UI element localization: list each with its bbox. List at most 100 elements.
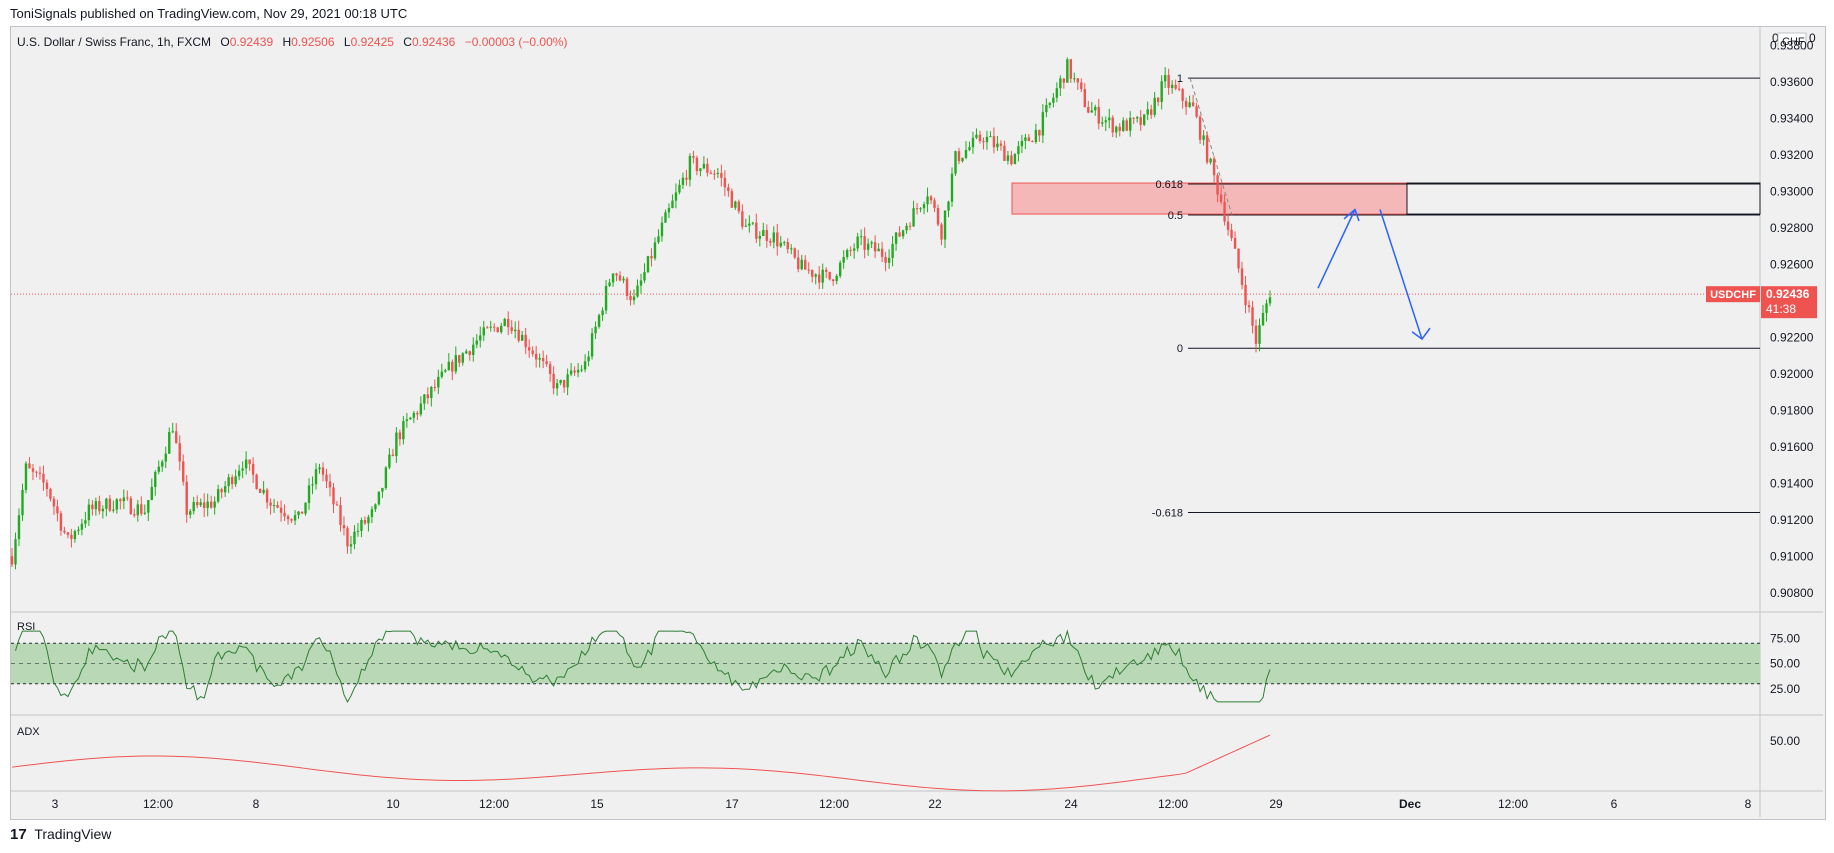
candle-body	[772, 232, 775, 243]
candle-body	[423, 394, 426, 404]
candle-body	[283, 512, 286, 517]
candle-body	[500, 325, 503, 333]
price-axis-ticks: 0.93800 0.93600 0.93400 0.93200 0.93000 0.928…	[1770, 38, 1814, 600]
candle-body	[741, 211, 744, 227]
main-pane[interactable]	[11, 27, 1760, 611]
candle-body	[328, 481, 332, 488]
candle-body	[590, 333, 594, 357]
candle-body	[821, 269, 824, 283]
candle-body	[168, 432, 171, 454]
candle-body	[611, 273, 615, 283]
publisher-text: ToniSignals published on TradingView.com…	[10, 6, 408, 21]
candle-body	[957, 151, 961, 162]
candle-body	[845, 250, 849, 258]
candle-body	[818, 274, 821, 283]
candle-body	[1118, 126, 1121, 131]
rsi-tick-label: 50.00	[1770, 657, 1800, 671]
candle-body	[517, 329, 520, 341]
candle-body	[465, 351, 468, 354]
candle-body	[360, 519, 363, 531]
time-axis-bg[interactable]	[11, 792, 1823, 817]
legend-symbol-desc: U.S. Dollar / Swiss Franc, 1h, FXCM	[17, 35, 211, 49]
candle-body	[1195, 106, 1198, 117]
candle-body	[898, 232, 901, 237]
publisher-line: ToniSignals published on TradingView.com…	[10, 6, 411, 21]
candle-body	[615, 273, 618, 276]
candle-body	[21, 489, 24, 516]
candle-body	[507, 318, 510, 328]
candle-body	[496, 327, 499, 333]
currency-label: CHF	[1782, 36, 1805, 48]
candle-body	[940, 224, 943, 240]
candle-body	[1202, 135, 1205, 140]
candle-body	[1048, 102, 1052, 106]
candle-body	[241, 468, 244, 471]
candle-body	[681, 177, 685, 185]
candle-body	[783, 242, 786, 244]
candle-body	[189, 511, 192, 515]
candle-body	[538, 358, 541, 360]
candle-body	[164, 453, 167, 462]
candle-body	[730, 191, 734, 208]
candle-body	[926, 196, 929, 205]
candle-body	[863, 236, 866, 250]
candle-body	[1090, 110, 1093, 113]
candle-body	[199, 502, 202, 506]
arrow-down-line	[1379, 209, 1423, 340]
adx-pane[interactable]	[11, 716, 1760, 791]
candle-body	[1136, 117, 1139, 119]
tradingview-logo-icon[interactable]: 17	[10, 826, 27, 843]
candle-body	[409, 417, 412, 420]
candle-body	[804, 259, 807, 270]
price-tick-label: 0.90800	[1770, 586, 1814, 600]
candle-body	[416, 412, 419, 415]
candle-body	[1268, 297, 1272, 304]
price-tick-label: 0.92600	[1770, 257, 1814, 271]
candle-body	[618, 275, 622, 281]
candle-body	[255, 474, 258, 490]
candle-body	[510, 327, 513, 332]
candle-body	[723, 177, 727, 188]
candle-body	[468, 351, 471, 355]
candle-body	[472, 344, 475, 355]
candle-body	[122, 497, 126, 502]
candle-body	[762, 230, 765, 236]
fib-trend-dashed	[1189, 77, 1233, 216]
candle-body	[98, 501, 101, 512]
candle-body	[643, 272, 646, 281]
candle-body	[800, 259, 803, 270]
candle-body	[873, 242, 877, 252]
adx-layer: 50.00	[11, 734, 1800, 792]
candle-body	[954, 151, 957, 174]
candle-body	[685, 177, 688, 180]
candle-body	[678, 184, 681, 193]
fib-level-label: -0.618	[1152, 507, 1183, 519]
candle-body	[1104, 120, 1107, 123]
time-tick-label: 15	[590, 797, 604, 811]
fib-level-label: 0.618	[1155, 179, 1183, 191]
candle-body	[842, 257, 845, 263]
legend-close: 0.92436	[412, 35, 456, 49]
candle-body	[234, 476, 237, 485]
candle-body	[59, 513, 63, 531]
candle-body	[755, 222, 758, 239]
candle-body	[458, 355, 461, 363]
candle-body	[374, 504, 377, 510]
legend-change: −0.00003 (−0.00%)	[465, 35, 568, 49]
candle-body	[653, 242, 657, 259]
supply-zone-layer	[1011, 182, 1761, 215]
candle-body	[936, 208, 940, 225]
footer-brand[interactable]: TradingView	[34, 826, 112, 842]
currency-badge[interactable]	[1777, 32, 1807, 50]
price-tick-label: 0.92200	[1770, 330, 1814, 344]
rsi-tick-label: 25.00	[1770, 682, 1800, 696]
candle-body	[674, 192, 678, 201]
price-axis-bg[interactable]	[1761, 27, 1823, 791]
candle-body	[171, 431, 174, 433]
candle-body	[56, 506, 59, 514]
candle-body	[933, 200, 936, 209]
candle-body	[943, 210, 947, 240]
candle-body	[999, 143, 1003, 146]
candle-body	[894, 232, 898, 244]
